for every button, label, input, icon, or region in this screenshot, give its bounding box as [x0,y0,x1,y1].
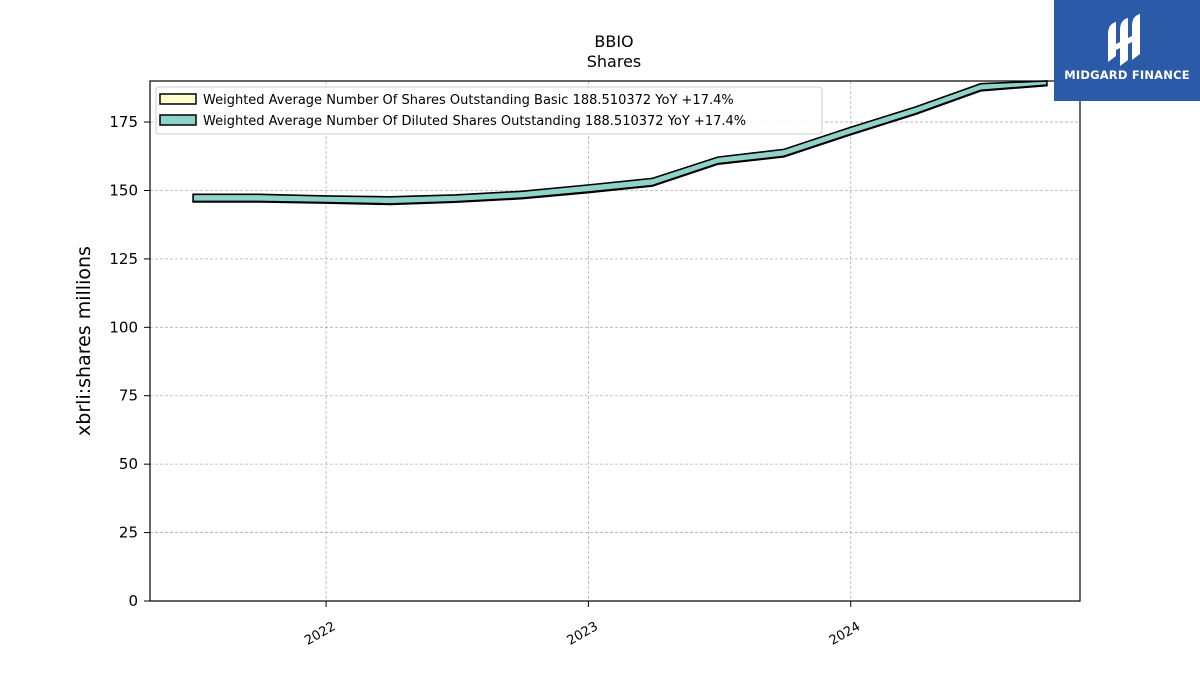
y-axis-ticks: 0 25 50 75 100 125 150 175 [109,113,150,610]
y-tick-label: 0 [128,592,138,610]
legend-label: Weighted Average Number Of Shares Outsta… [203,93,734,108]
y-tick-label: 175 [109,113,138,131]
legend-swatch [159,114,197,126]
plot-frame [149,80,1081,602]
y-tick-label: 150 [109,181,138,199]
series-diluted-area [192,80,1048,205]
chart-subtitle: Shares [586,52,642,71]
legend-label: Weighted Average Number Of Diluted Share… [203,114,746,129]
series-areas [192,80,1048,206]
chart-title: BBIO [594,32,634,51]
x-tick-label: 2024 [827,619,863,649]
y-tick-label: 50 [119,455,138,473]
x-tick-label: 2022 [302,619,338,649]
legend: Weighted Average Number Of Shares Outsta… [155,86,823,135]
y-axis-label: xbrli:shares millions [73,246,95,436]
y-tick-label: 125 [109,250,138,268]
y-tick-label: 100 [109,318,138,336]
x-axis-ticks: 2022 2023 2024 [302,601,863,649]
y-tick-label: 75 [119,387,138,405]
x-tick-label: 2023 [565,619,601,649]
logo-mark-icon [1108,14,1140,66]
legend-swatch [159,93,197,105]
legend-box [155,86,823,135]
y-tick-label: 25 [119,524,138,542]
midgard-finance-logo: MIDGARD FINANCE [1054,0,1200,101]
logo-text: MIDGARD FINANCE [1064,68,1190,82]
grid-lines [150,81,1080,601]
